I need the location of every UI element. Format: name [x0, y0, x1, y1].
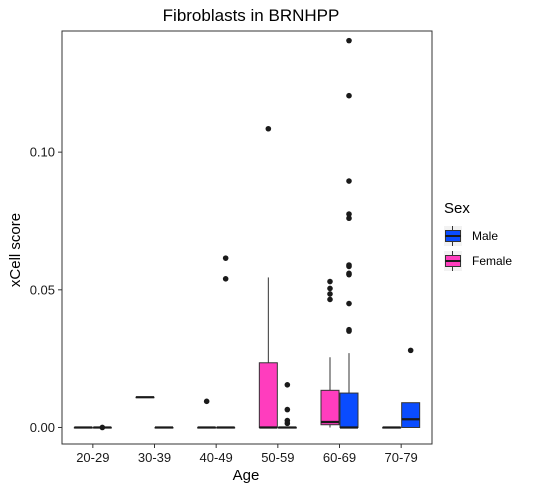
legend-label-female: Female — [472, 253, 513, 268]
outlier-point-male — [346, 178, 352, 184]
outlier-point-male — [346, 262, 352, 268]
y-tick-label: 0.00 — [30, 420, 55, 435]
x-tick-label: 20-29 — [76, 450, 109, 465]
chart-title: Fibroblasts in BRNHPP — [163, 6, 340, 25]
outlier-point-male — [284, 382, 291, 388]
legend-label-male: Male — [472, 228, 499, 243]
x-tick-label: 30-39 — [138, 450, 171, 465]
x-axis-title: Age — [233, 467, 260, 484]
legend-item-male: Male — [444, 223, 512, 248]
box-female — [320, 389, 340, 426]
outlier-point-male — [222, 255, 229, 261]
outlier-point-female — [265, 125, 272, 132]
outlier-point-male — [284, 417, 291, 424]
outlier-point-male — [284, 406, 291, 413]
legend-key-female — [444, 250, 462, 271]
y-tick-label: 0.10 — [30, 145, 55, 160]
legend-item-female: Female — [444, 248, 512, 273]
x-tick-label: 40-49 — [200, 450, 233, 465]
x-tick-label: 50-59 — [261, 450, 294, 465]
outlier-point-male — [407, 347, 414, 354]
legend: Sex Male Female — [444, 200, 512, 273]
outlier-point-female — [327, 296, 333, 303]
outlier-point-male — [346, 92, 352, 99]
outlier-point-male — [346, 211, 352, 217]
x-tick-label: 60-69 — [323, 450, 356, 465]
outlier-point-male — [346, 326, 352, 333]
box-male — [401, 402, 421, 428]
outlier-point-female — [327, 291, 333, 297]
outlier-point-male — [346, 300, 352, 307]
outlier-point-female — [327, 278, 333, 285]
legend-key-male — [444, 225, 462, 246]
box-male — [339, 392, 359, 428]
outlier-point-female — [203, 398, 210, 405]
legend-title: Sex — [444, 200, 470, 217]
y-tick-label: 0.05 — [30, 282, 55, 297]
box-female — [258, 362, 278, 428]
outlier-point-male — [346, 37, 352, 44]
x-tick-label: 70-79 — [385, 450, 418, 465]
y-axis-title: xCell score — [7, 213, 24, 287]
outlier-point-male — [346, 215, 352, 222]
outlier-point-male — [222, 276, 229, 282]
outlier-point-female — [327, 285, 333, 292]
plot-panel-border — [61, 30, 433, 445]
outlier-point-male — [99, 424, 106, 431]
outlier-point-male — [346, 270, 352, 277]
